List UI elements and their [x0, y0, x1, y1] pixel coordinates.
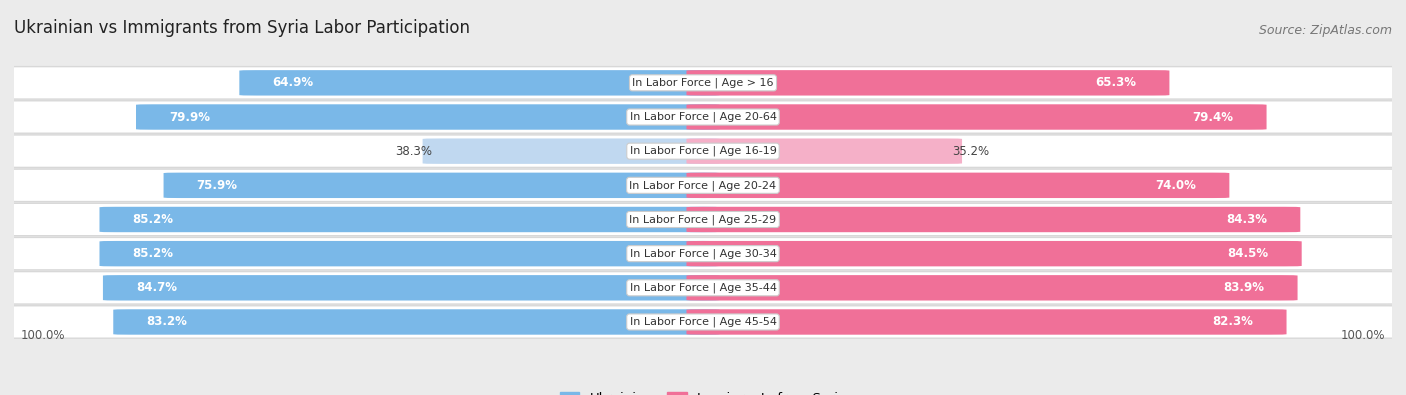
FancyBboxPatch shape	[239, 70, 720, 96]
Text: 83.9%: 83.9%	[1223, 281, 1264, 294]
Text: In Labor Force | Age 35-44: In Labor Force | Age 35-44	[630, 282, 776, 293]
FancyBboxPatch shape	[686, 139, 962, 164]
Text: Source: ZipAtlas.com: Source: ZipAtlas.com	[1258, 24, 1392, 37]
Text: 82.3%: 82.3%	[1212, 316, 1254, 329]
FancyBboxPatch shape	[0, 135, 1406, 167]
FancyBboxPatch shape	[0, 237, 1406, 270]
Text: 100.0%: 100.0%	[1340, 329, 1385, 342]
FancyBboxPatch shape	[686, 70, 1170, 96]
FancyBboxPatch shape	[686, 275, 1298, 301]
Text: 84.5%: 84.5%	[1227, 247, 1268, 260]
Text: 100.0%: 100.0%	[21, 329, 66, 342]
Text: Ukrainian vs Immigrants from Syria Labor Participation: Ukrainian vs Immigrants from Syria Labor…	[14, 19, 470, 37]
Text: 79.4%: 79.4%	[1192, 111, 1233, 124]
Text: In Labor Force | Age 16-19: In Labor Force | Age 16-19	[630, 146, 776, 156]
Text: 79.9%: 79.9%	[169, 111, 209, 124]
Text: In Labor Force | Age 20-64: In Labor Force | Age 20-64	[630, 112, 776, 122]
Text: In Labor Force | Age 30-34: In Labor Force | Age 30-34	[630, 248, 776, 259]
FancyBboxPatch shape	[103, 275, 720, 301]
FancyBboxPatch shape	[163, 173, 720, 198]
Text: In Labor Force | Age 45-54: In Labor Force | Age 45-54	[630, 317, 776, 327]
Text: 74.0%: 74.0%	[1156, 179, 1197, 192]
FancyBboxPatch shape	[686, 309, 1286, 335]
Text: In Labor Force | Age > 16: In Labor Force | Age > 16	[633, 77, 773, 88]
Text: 85.2%: 85.2%	[132, 247, 173, 260]
FancyBboxPatch shape	[0, 203, 1406, 236]
FancyBboxPatch shape	[100, 241, 720, 266]
FancyBboxPatch shape	[0, 306, 1406, 338]
Text: 65.3%: 65.3%	[1095, 76, 1136, 89]
FancyBboxPatch shape	[423, 139, 720, 164]
Text: 85.2%: 85.2%	[132, 213, 173, 226]
FancyBboxPatch shape	[0, 67, 1406, 99]
Text: 35.2%: 35.2%	[952, 145, 990, 158]
Text: 83.2%: 83.2%	[146, 316, 187, 329]
FancyBboxPatch shape	[686, 207, 1301, 232]
FancyBboxPatch shape	[114, 309, 720, 335]
FancyBboxPatch shape	[686, 241, 1302, 266]
Text: In Labor Force | Age 20-24: In Labor Force | Age 20-24	[630, 180, 776, 190]
FancyBboxPatch shape	[0, 272, 1406, 304]
Text: 38.3%: 38.3%	[395, 145, 432, 158]
Text: 84.7%: 84.7%	[136, 281, 177, 294]
Legend: Ukrainian, Immigrants from Syria: Ukrainian, Immigrants from Syria	[554, 387, 852, 395]
Text: In Labor Force | Age 25-29: In Labor Force | Age 25-29	[630, 214, 776, 225]
FancyBboxPatch shape	[0, 169, 1406, 201]
FancyBboxPatch shape	[0, 101, 1406, 133]
Text: 75.9%: 75.9%	[197, 179, 238, 192]
Text: 84.3%: 84.3%	[1226, 213, 1267, 226]
FancyBboxPatch shape	[686, 104, 1267, 130]
Text: 64.9%: 64.9%	[273, 76, 314, 89]
FancyBboxPatch shape	[686, 173, 1229, 198]
FancyBboxPatch shape	[100, 207, 720, 232]
FancyBboxPatch shape	[136, 104, 720, 130]
